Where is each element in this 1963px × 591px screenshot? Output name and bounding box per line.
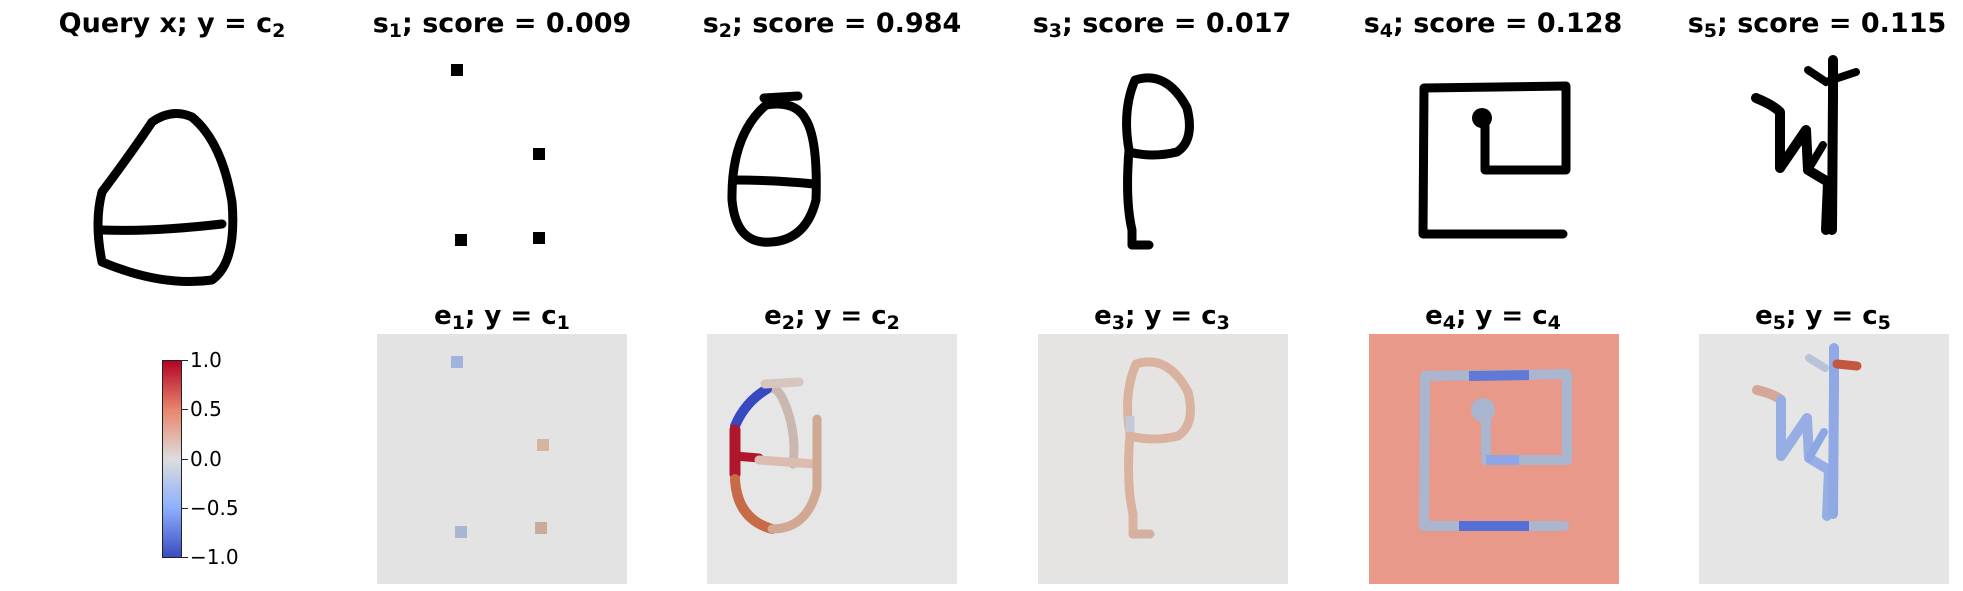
explanation-1-title: e1; y = c1: [434, 301, 570, 334]
explanation-4-title: e4; y = c4: [1425, 301, 1561, 334]
explanation-3-heatmap: [1038, 334, 1288, 584]
explanation-1-heatmap: [377, 334, 627, 584]
colorbar-tick: [182, 508, 188, 509]
support-2-image: [706, 50, 956, 300]
query-title: Query x; y = c2: [58, 8, 286, 42]
support-1-title: s1; score = 0.009: [372, 8, 632, 42]
support-5-title: s5; score = 0.115: [1687, 8, 1947, 42]
explanation-5-heatmap: [1699, 334, 1949, 584]
colorbar-tick: [182, 409, 188, 410]
colorbar-tick: [182, 459, 188, 460]
colorbar-tick-label: 0.5: [190, 397, 222, 421]
query-image: [72, 62, 322, 312]
colorbar: [162, 360, 182, 558]
colorbar-tick-label: 1.0: [190, 348, 222, 372]
explanation-5-title: e5; y = c5: [1755, 301, 1891, 334]
explanation-4-heatmap: [1369, 334, 1619, 584]
support-3-image: [1037, 50, 1287, 300]
support-4-title: s4; score = 0.128: [1363, 8, 1623, 42]
support-3-title: s3; score = 0.017: [1032, 8, 1292, 42]
colorbar-tick: [182, 360, 188, 361]
support-4-image: [1368, 50, 1618, 300]
colorbar-tick-label: −0.5: [190, 496, 239, 520]
colorbar-tick-label: −1.0: [190, 545, 239, 569]
support-1-image: [375, 50, 625, 300]
explanation-2-heatmap: [707, 334, 957, 584]
colorbar-tick-label: 0.0: [190, 447, 222, 471]
explanation-2-title: e2; y = c2: [764, 301, 900, 334]
explanation-3-title: e3; y = c3: [1094, 301, 1230, 334]
colorbar-tick: [182, 557, 188, 558]
support-2-title: s2; score = 0.984: [702, 8, 962, 42]
support-5-image: [1698, 50, 1948, 300]
